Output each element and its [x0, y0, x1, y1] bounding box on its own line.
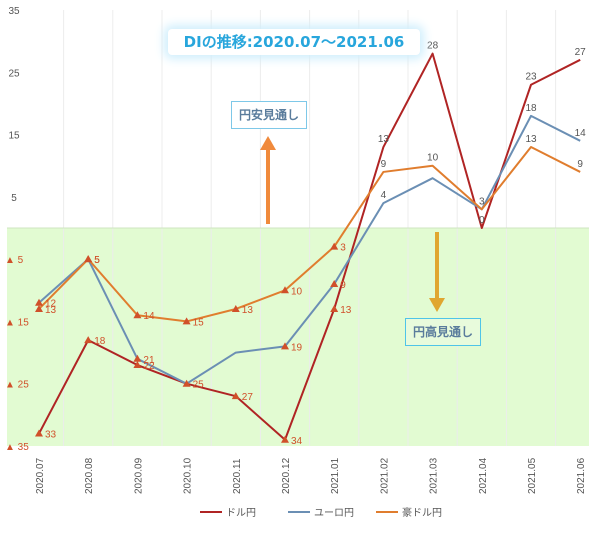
legend-label: ドル円 — [226, 508, 256, 519]
x-tick-label: 2021.03 — [429, 457, 440, 494]
data-label: 33 — [45, 430, 57, 441]
data-label: 23 — [525, 72, 537, 83]
data-label: 3 — [479, 196, 485, 207]
data-label: 4 — [381, 190, 387, 201]
data-label: 12 — [45, 299, 57, 310]
data-marker — [281, 435, 289, 443]
data-marker — [330, 304, 339, 312]
x-tick-label: 2021.02 — [379, 457, 390, 494]
y-tick-label: 35 — [8, 6, 20, 17]
data-marker — [281, 342, 289, 350]
data-label: 14 — [575, 128, 587, 139]
data-label: 13 — [525, 134, 537, 145]
data-label: 13 — [378, 134, 390, 145]
data-label: 28 — [427, 41, 439, 52]
chart-title: DIの推移:2020.07～2021.06 — [168, 29, 420, 55]
legend-label: ユーロ円 — [314, 508, 354, 519]
data-label: 34 — [291, 436, 303, 447]
yen-strong-outlook-label: 円高見通し — [405, 318, 482, 346]
negative-region — [7, 228, 589, 446]
data-label: 10 — [427, 153, 439, 164]
data-marker — [231, 304, 240, 312]
data-label: 18 — [94, 336, 106, 347]
data-marker — [330, 280, 339, 288]
data-label: 22 — [143, 361, 155, 372]
x-tick-label: 2021.06 — [576, 457, 587, 494]
data-label: 27 — [575, 47, 587, 58]
data-marker — [133, 361, 142, 369]
data-label: 13 — [340, 305, 352, 316]
y-tick-label: 25 — [8, 68, 20, 79]
data-label: 5 — [94, 255, 100, 266]
x-tick-label: 2021.04 — [478, 457, 489, 494]
data-label: 25 — [193, 380, 205, 391]
data-marker — [84, 336, 93, 344]
data-label: 9 — [340, 280, 346, 291]
data-marker — [330, 242, 339, 250]
data-label: 19 — [291, 342, 303, 353]
y-tick-label: ▲ 25 — [5, 380, 29, 391]
y-tick-label: 15 — [8, 131, 20, 142]
data-marker — [84, 255, 93, 263]
series-line — [38, 114, 581, 385]
y-tick-label: ▲ 5 — [5, 255, 24, 266]
series-line — [38, 52, 581, 441]
data-marker — [182, 379, 191, 387]
data-label: 9 — [577, 159, 583, 170]
data-label: 13 — [45, 305, 57, 316]
data-label: 5 — [94, 255, 100, 266]
x-tick-label: 2020.10 — [183, 457, 194, 494]
down-arrow-head — [429, 298, 445, 312]
x-tick-label: 2021.01 — [330, 457, 341, 494]
y-tick-label: ▲ 15 — [5, 317, 29, 328]
data-label: 0 — [479, 215, 485, 226]
data-label: 27 — [242, 392, 254, 403]
data-marker — [133, 311, 142, 319]
data-marker — [182, 317, 191, 325]
y-tick-label: ▲ 35 — [5, 442, 29, 453]
x-tick-label: 2020.12 — [281, 457, 292, 494]
yen-weak-outlook-label: 円安見通し — [231, 101, 308, 129]
x-tick-label: 2020.07 — [35, 457, 46, 494]
data-label: 10 — [291, 286, 303, 297]
data-label: 3 — [340, 243, 346, 254]
x-tick-label: 2020.08 — [84, 457, 95, 494]
data-marker — [35, 298, 43, 306]
data-label: 21 — [143, 355, 155, 366]
data-label: 15 — [193, 317, 205, 328]
data-marker — [35, 304, 43, 312]
x-tick-label: 2020.11 — [232, 458, 243, 494]
series-line — [38, 146, 581, 323]
x-tick-label: 2021.05 — [527, 457, 538, 494]
data-label: 18 — [525, 103, 537, 114]
data-label: 13 — [242, 305, 254, 316]
data-label: 14 — [143, 311, 155, 322]
x-tick-label: 2020.09 — [133, 457, 144, 494]
y-tick-label: 5 — [11, 193, 17, 204]
data-label: 9 — [381, 159, 387, 170]
up-arrow-head — [260, 136, 276, 150]
data-marker — [35, 429, 43, 437]
data-marker — [281, 286, 289, 294]
data-marker — [231, 392, 240, 400]
legend-label: 豪ドル円 — [402, 506, 442, 519]
data-marker — [133, 354, 142, 362]
